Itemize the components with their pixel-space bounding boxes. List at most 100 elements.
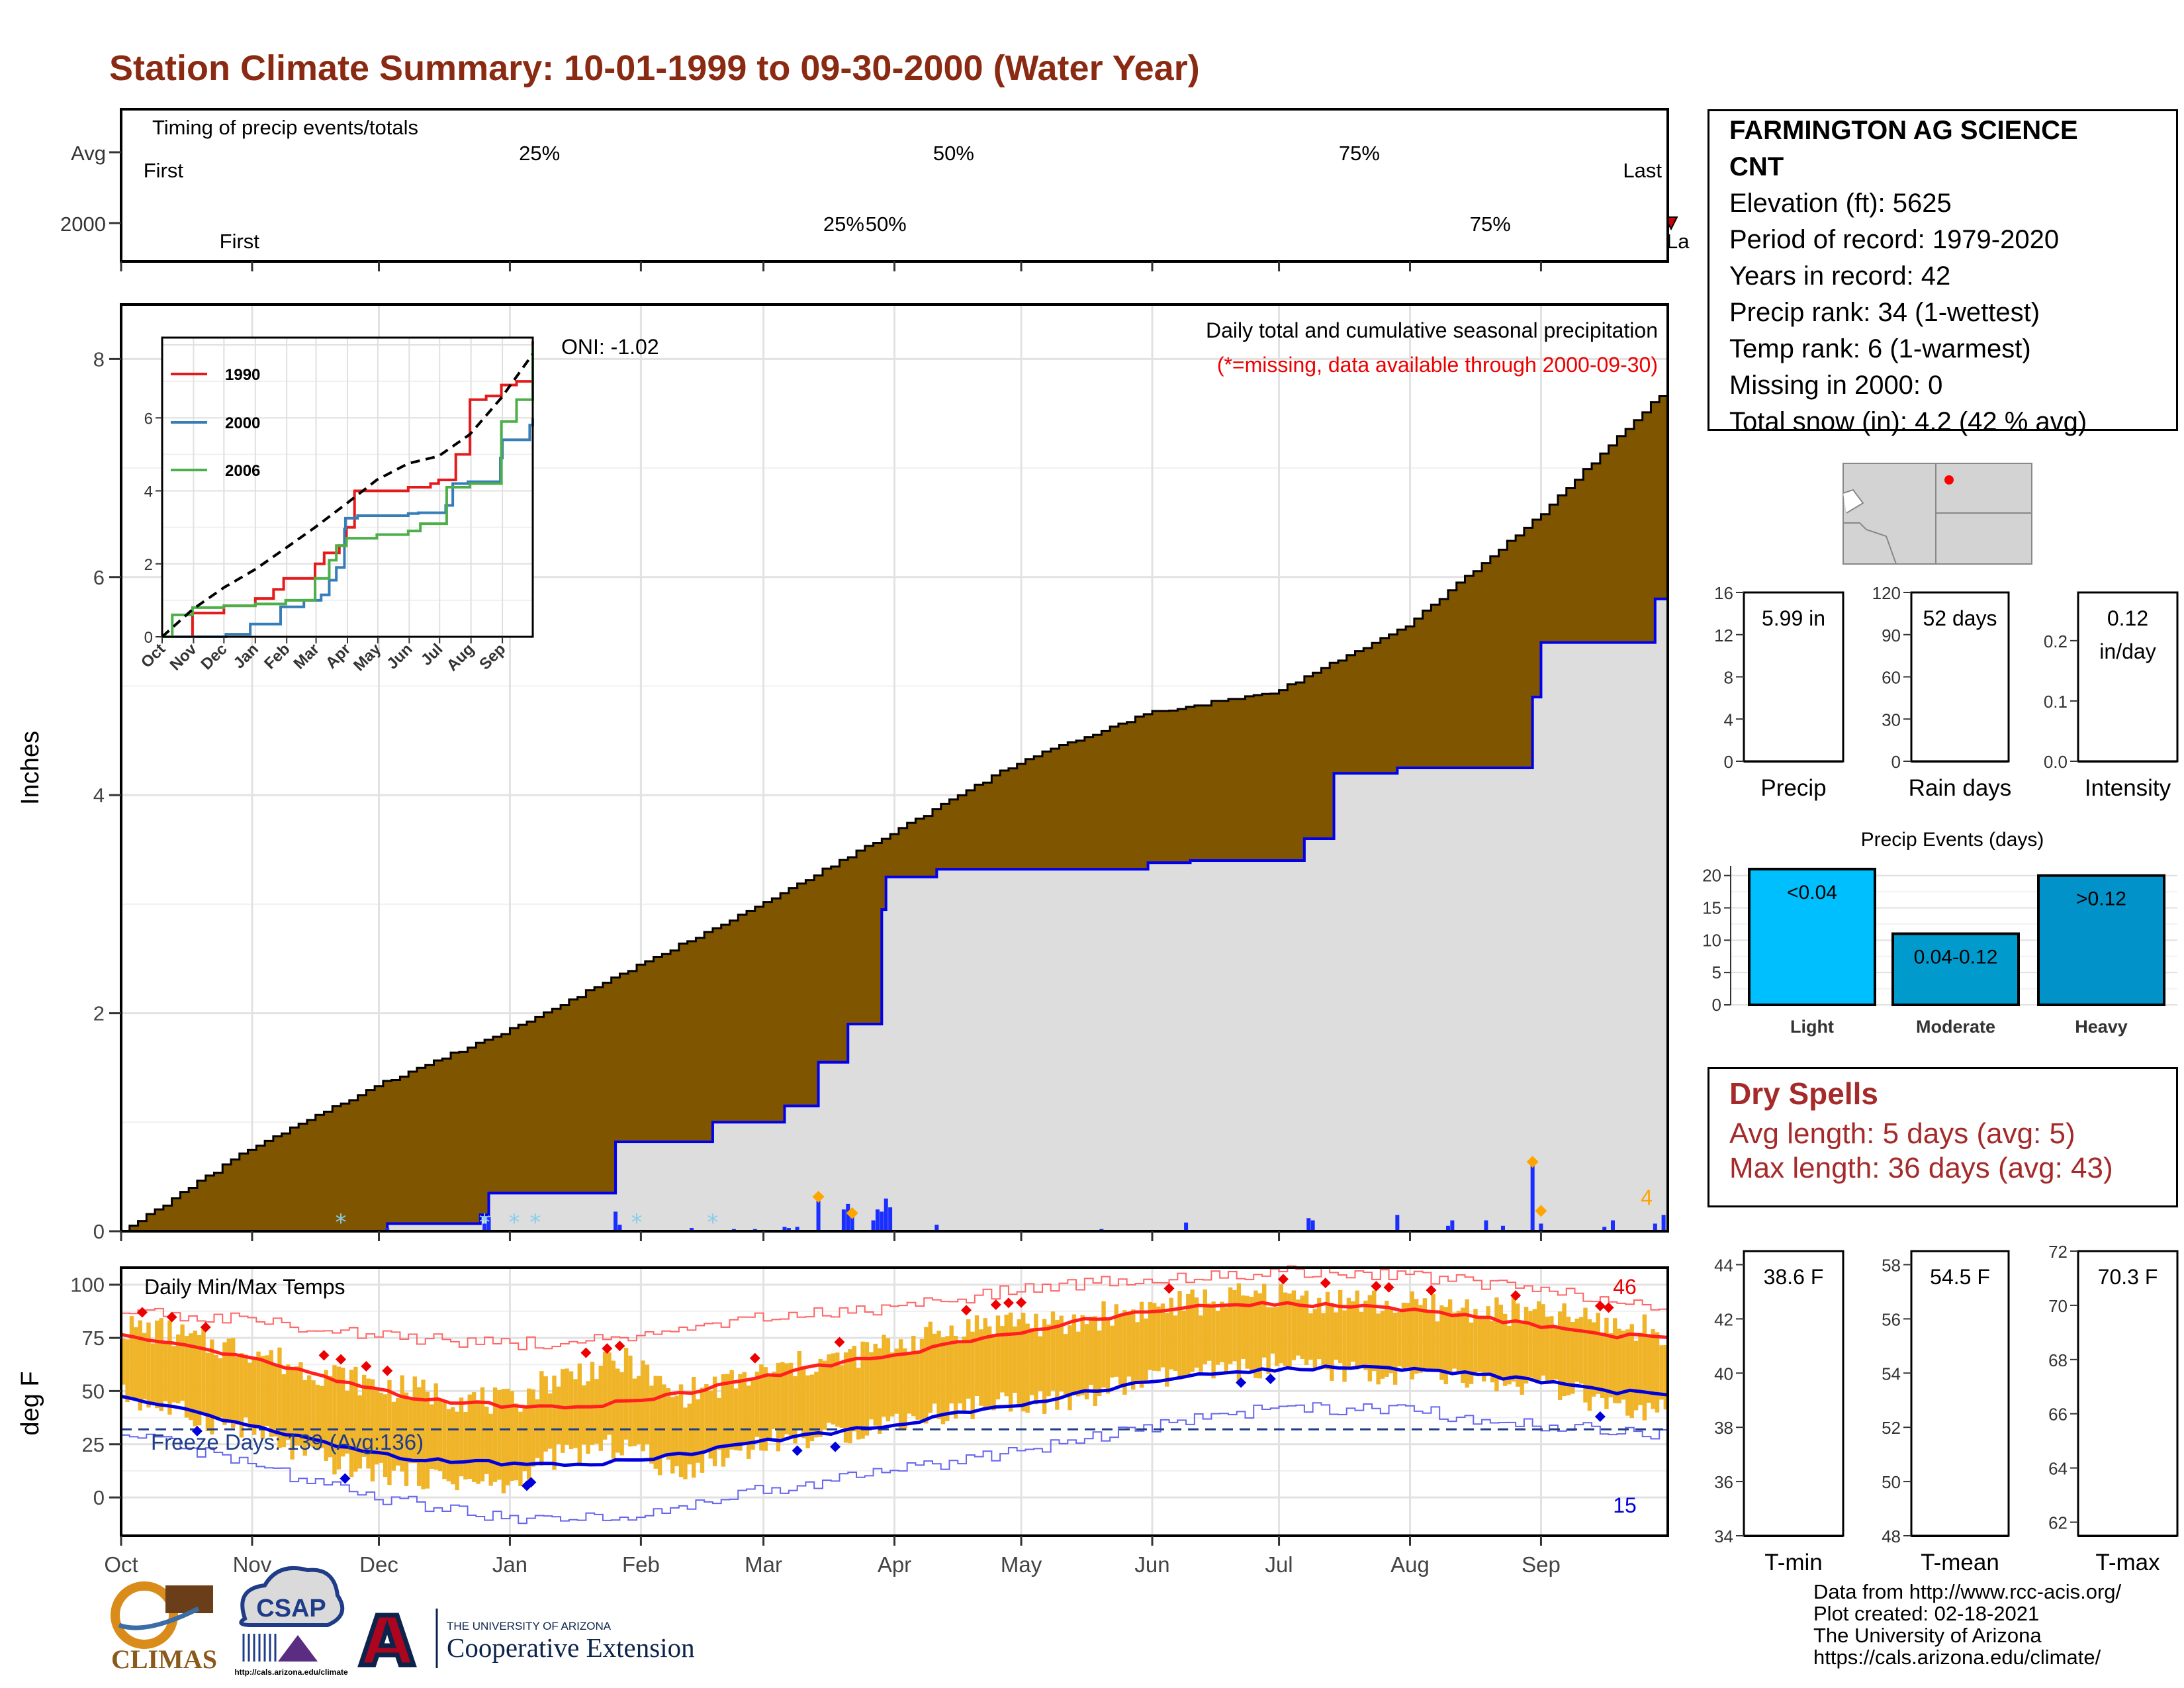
daily-temp-bar [814, 1372, 819, 1438]
daily-temp-bar [1562, 1303, 1567, 1397]
daily-temp-bar [561, 1369, 565, 1453]
precip-summary-y-tick-label: 12 [1714, 626, 1733, 645]
month-tick-label: Dec [359, 1552, 398, 1577]
daily-temp-bar [586, 1381, 590, 1454]
map-state-border [1843, 522, 1897, 565]
daily-temp-bar [1338, 1289, 1343, 1364]
daily-temp-bar [1220, 1301, 1224, 1362]
daily-temp-bar [336, 1366, 341, 1470]
daily-temp-bar [1241, 1295, 1246, 1359]
daily-temp-bar [1325, 1291, 1330, 1370]
daily-temp-bar [1592, 1322, 1596, 1397]
climas-logo-icon [111, 1581, 178, 1649]
daily-temp-bar [1312, 1309, 1318, 1370]
main-annotation-title: Daily total and cumulative seasonal prec… [1206, 318, 1658, 342]
daily-temp-bar [822, 1360, 827, 1430]
daily-temp-bar [940, 1337, 946, 1425]
tmean-summary-value-label: 54.5 F [1930, 1265, 1990, 1289]
tmax-summary-y-tick-label: 62 [2048, 1513, 2068, 1533]
daily-temp-bar [1249, 1296, 1254, 1374]
daily-temp-bar [1511, 1297, 1516, 1382]
daily-temp-bar [788, 1362, 794, 1439]
daily-precip-bar [1306, 1218, 1311, 1231]
daily-temp-bar [1063, 1334, 1068, 1397]
precip-summary-y-tick-label: 0 [1724, 752, 1733, 772]
daily-temp-bar [1126, 1313, 1132, 1377]
timing-row-label: Avg [71, 142, 106, 165]
timing-label-75: 75% [1470, 212, 1511, 236]
daily-temp-bar [831, 1353, 836, 1425]
daily-temp-bar [547, 1393, 553, 1449]
daily-temp-bar [1296, 1299, 1300, 1356]
daily-temp-bar [1431, 1294, 1435, 1372]
daily-temp-bar [759, 1364, 764, 1451]
daily-temp-bar [1659, 1345, 1664, 1400]
daily-temp-bar [125, 1339, 130, 1403]
inset-legend-label: 1990 [225, 366, 260, 384]
inset-y-tick-label: 0 [144, 629, 153, 647]
daily-temp-bar [281, 1374, 287, 1448]
daily-temp-bar [1068, 1325, 1072, 1411]
daily-temp-bar [953, 1335, 958, 1419]
dry-spells-box: Dry Spells Avg length: 5 days (avg: 5) M… [1707, 1067, 2178, 1207]
daily-temp-bar [459, 1397, 464, 1477]
daily-precip-bar [1445, 1225, 1450, 1231]
daily-temp-bar [1177, 1291, 1182, 1380]
daily-temp-bar [210, 1339, 214, 1434]
record-high-marker [990, 1299, 1001, 1311]
credits-block: Data from http://www.rcc-acis.org/ Plot … [1813, 1581, 2121, 1668]
missing-day-asterisk: * [508, 1209, 520, 1236]
daily-temp-bar [1287, 1293, 1292, 1367]
daily-precip-bar [934, 1225, 939, 1231]
daily-temp-bar [839, 1365, 844, 1428]
record-high-marker [1320, 1278, 1331, 1289]
daily-temp-bar [1376, 1313, 1381, 1385]
daily-temp-bar [552, 1376, 557, 1470]
daily-temp-bar [1456, 1311, 1461, 1374]
daily-temp-bar [226, 1338, 232, 1423]
record-high-marker [136, 1307, 148, 1318]
daily-precip-bar [871, 1220, 876, 1231]
daily-temp-bar [1633, 1340, 1639, 1411]
daily-temp-bar [1046, 1324, 1051, 1397]
main-y-tick-label: 6 [93, 566, 105, 589]
daily-temp-bar [1537, 1301, 1541, 1383]
timing-label-50: 50% [933, 142, 974, 165]
daily-temp-bar [543, 1376, 548, 1452]
daily-temp-bar [932, 1333, 937, 1404]
daily-temp-bar [903, 1348, 907, 1430]
daily-temp-bar [383, 1394, 388, 1477]
record-low-marker [1594, 1411, 1606, 1422]
tmin-summary-y-tick-label: 34 [1714, 1526, 1733, 1546]
daily-temp-bar [1461, 1307, 1465, 1383]
daily-precip-bar [850, 1217, 854, 1231]
daily-temp-bar [632, 1378, 637, 1446]
daily-temp-bar [894, 1348, 899, 1414]
daily-temp-bar [1321, 1313, 1326, 1369]
daily-temp-bar [717, 1397, 721, 1450]
daily-temp-bar [176, 1334, 181, 1404]
raindays-summary-value-label: 52 days [1923, 606, 1997, 630]
daily-temp-bar [928, 1321, 933, 1413]
tmean-summary-frame [1910, 1250, 2010, 1537]
daily-temp-bar [201, 1329, 206, 1414]
daily-temp-bar [471, 1392, 477, 1482]
daily-temp-bar [662, 1384, 666, 1454]
daily-temp-bar [1439, 1305, 1444, 1380]
record-high-marker [382, 1365, 393, 1376]
daily-temp-bar [375, 1387, 379, 1465]
daily-temp-bar [827, 1354, 831, 1423]
daily-temp-bar [738, 1374, 743, 1451]
inset-y-tick-label: 4 [144, 483, 153, 501]
daily-temp-bar [793, 1376, 797, 1444]
daily-precip-bar [1484, 1220, 1488, 1231]
daily-temp-bar [877, 1348, 882, 1434]
daily-temp-bar [294, 1366, 299, 1446]
record-high-marker [1016, 1297, 1027, 1308]
daily-temp-bar [995, 1315, 1001, 1400]
daily-temp-bar [1093, 1316, 1097, 1407]
timing-first-label: First [144, 159, 184, 182]
daily-temp-bar [852, 1346, 857, 1432]
station-missing: Missing in 2000: 0 [1729, 371, 1943, 400]
daily-temp-bar [302, 1380, 307, 1456]
